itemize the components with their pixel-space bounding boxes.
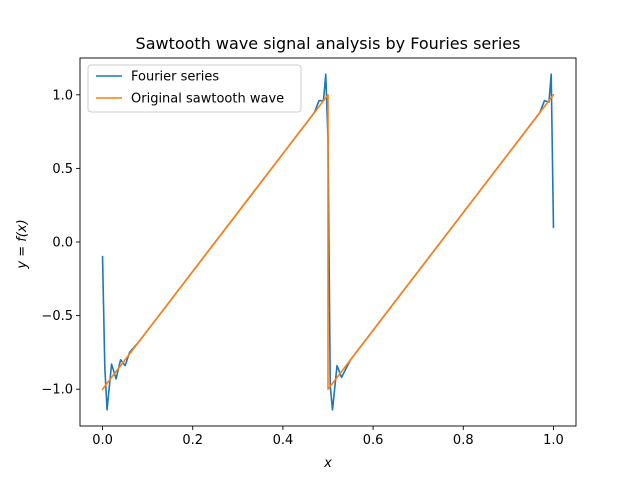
x-tick-label: 1.0 <box>543 433 564 448</box>
x-tick-label: 0.6 <box>363 433 384 448</box>
y-axis-label: y = f(x) <box>15 219 30 269</box>
series-line-1 <box>101 93 555 391</box>
axis-ticks: 0.0 0.2 0.4 0.6 0.8 1.0 −1.0 −0.5 0.0 0.5 1.0 <box>41 88 563 448</box>
legend-label-1: Original sawtooth wave <box>131 92 284 107</box>
y-tick-label: 1.0 <box>52 88 73 103</box>
x-tick-label: 0.2 <box>182 433 203 448</box>
x-tick-label: 0.0 <box>92 433 113 448</box>
chart-title: Sawtooth wave signal analysis by Fouries… <box>136 34 521 53</box>
x-tick-label: 0.8 <box>453 433 474 448</box>
x-axis-label: x <box>323 456 332 471</box>
legend-box <box>87 64 302 113</box>
y-tick-label: 0.5 <box>52 162 73 177</box>
y-tick-label: −1.0 <box>41 383 73 398</box>
y-tick-label: 0.0 <box>52 236 73 251</box>
y-tick-label: −0.5 <box>41 309 73 324</box>
x-tick-label: 0.4 <box>273 433 294 448</box>
legend-label-0: Fourier series <box>131 70 219 85</box>
legend: Fourier series Original sawtooth wave <box>87 64 302 113</box>
